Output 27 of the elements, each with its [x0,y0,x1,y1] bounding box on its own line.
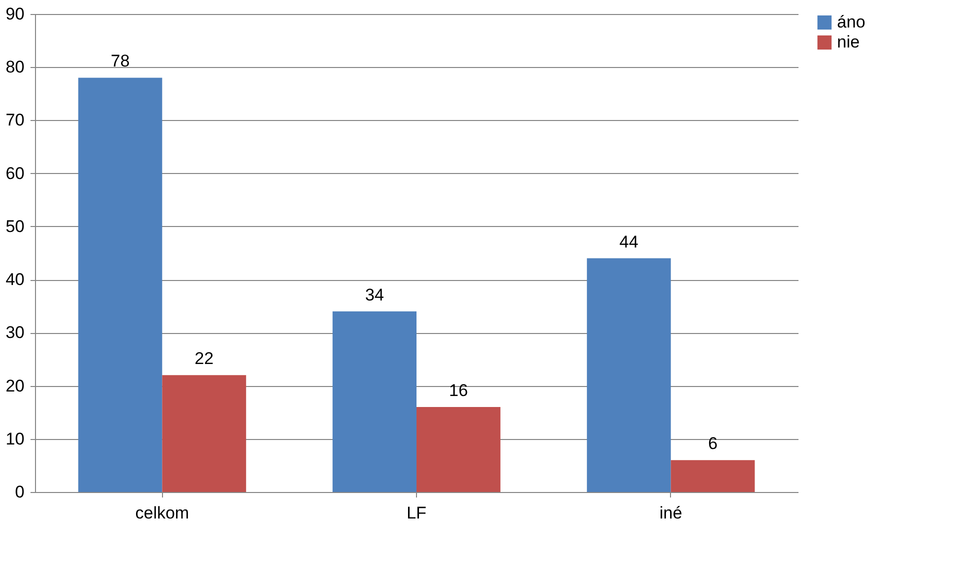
y-tick-label: 70 [6,110,24,130]
y-tick-label: 30 [6,323,24,342]
y-tick-label: 10 [6,429,24,448]
bar [78,78,162,492]
x-tick-label: iné [659,504,682,522]
data-label: 44 [619,232,638,252]
y-tick-label: 0 [15,482,24,502]
data-label: 34 [365,285,384,304]
data-label: 6 [708,434,718,454]
legend-label: áno [837,12,866,32]
y-tick-label: 50 [6,216,24,236]
legend-label: nie [837,32,860,52]
y-tick-label: 90 [6,4,24,24]
y-tick-label: 20 [6,376,24,396]
bar [416,407,500,492]
bar [162,375,246,492]
y-tick-label: 60 [6,164,24,183]
data-label: 78 [110,52,130,71]
bar [670,460,755,492]
x-tick-label: LF [406,504,426,522]
data-label: 22 [194,349,214,368]
bar [586,258,671,492]
bar [332,311,416,492]
y-tick-label: 40 [6,270,24,290]
y-tick-label: 80 [6,58,24,77]
x-tick-label: celkom [135,504,190,522]
data-label: 16 [449,381,468,400]
